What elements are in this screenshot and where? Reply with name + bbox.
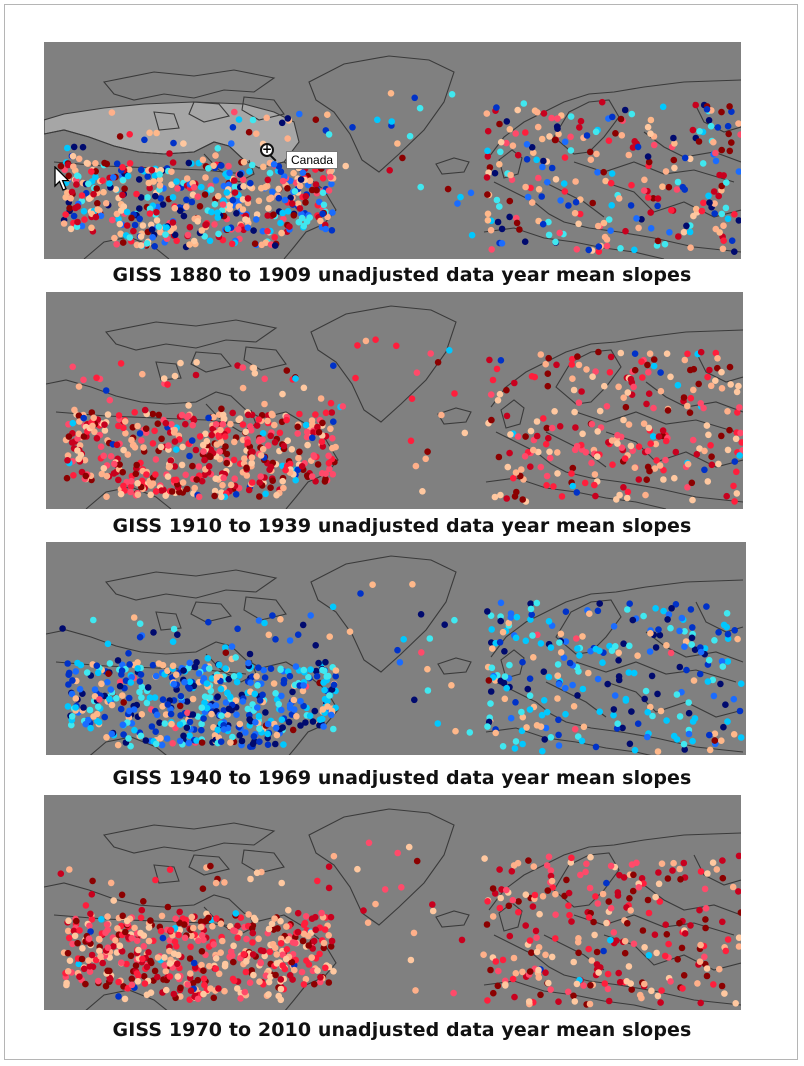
- map-canvas-1: [44, 55, 741, 259]
- panel-4-caption: GISS 1970 to 2010 unadjusted data year m…: [112, 1019, 692, 1041]
- panel-3-caption: GISS 1940 to 1969 unadjusted data year m…: [112, 767, 692, 789]
- map-canvas-3: [46, 555, 745, 755]
- panel-2-caption: GISS 1910 to 1939 unadjusted data year m…: [112, 515, 692, 537]
- map-panel-3[interactable]: [46, 542, 746, 755]
- magnifier-zoom-icon: +: [260, 142, 274, 157]
- map-panel-2[interactable]: [46, 292, 743, 509]
- map-panel-1[interactable]: + Canada: [44, 42, 741, 259]
- panel-1-caption: GISS 1880 to 1909 unadjusted data year m…: [112, 264, 692, 286]
- arrow-cursor-icon: [54, 166, 70, 191]
- map-canvas-4: [44, 808, 741, 1010]
- map-canvas-2: [46, 305, 743, 509]
- map-panel-4[interactable]: [44, 795, 741, 1010]
- country-tooltip: Canada: [286, 151, 339, 169]
